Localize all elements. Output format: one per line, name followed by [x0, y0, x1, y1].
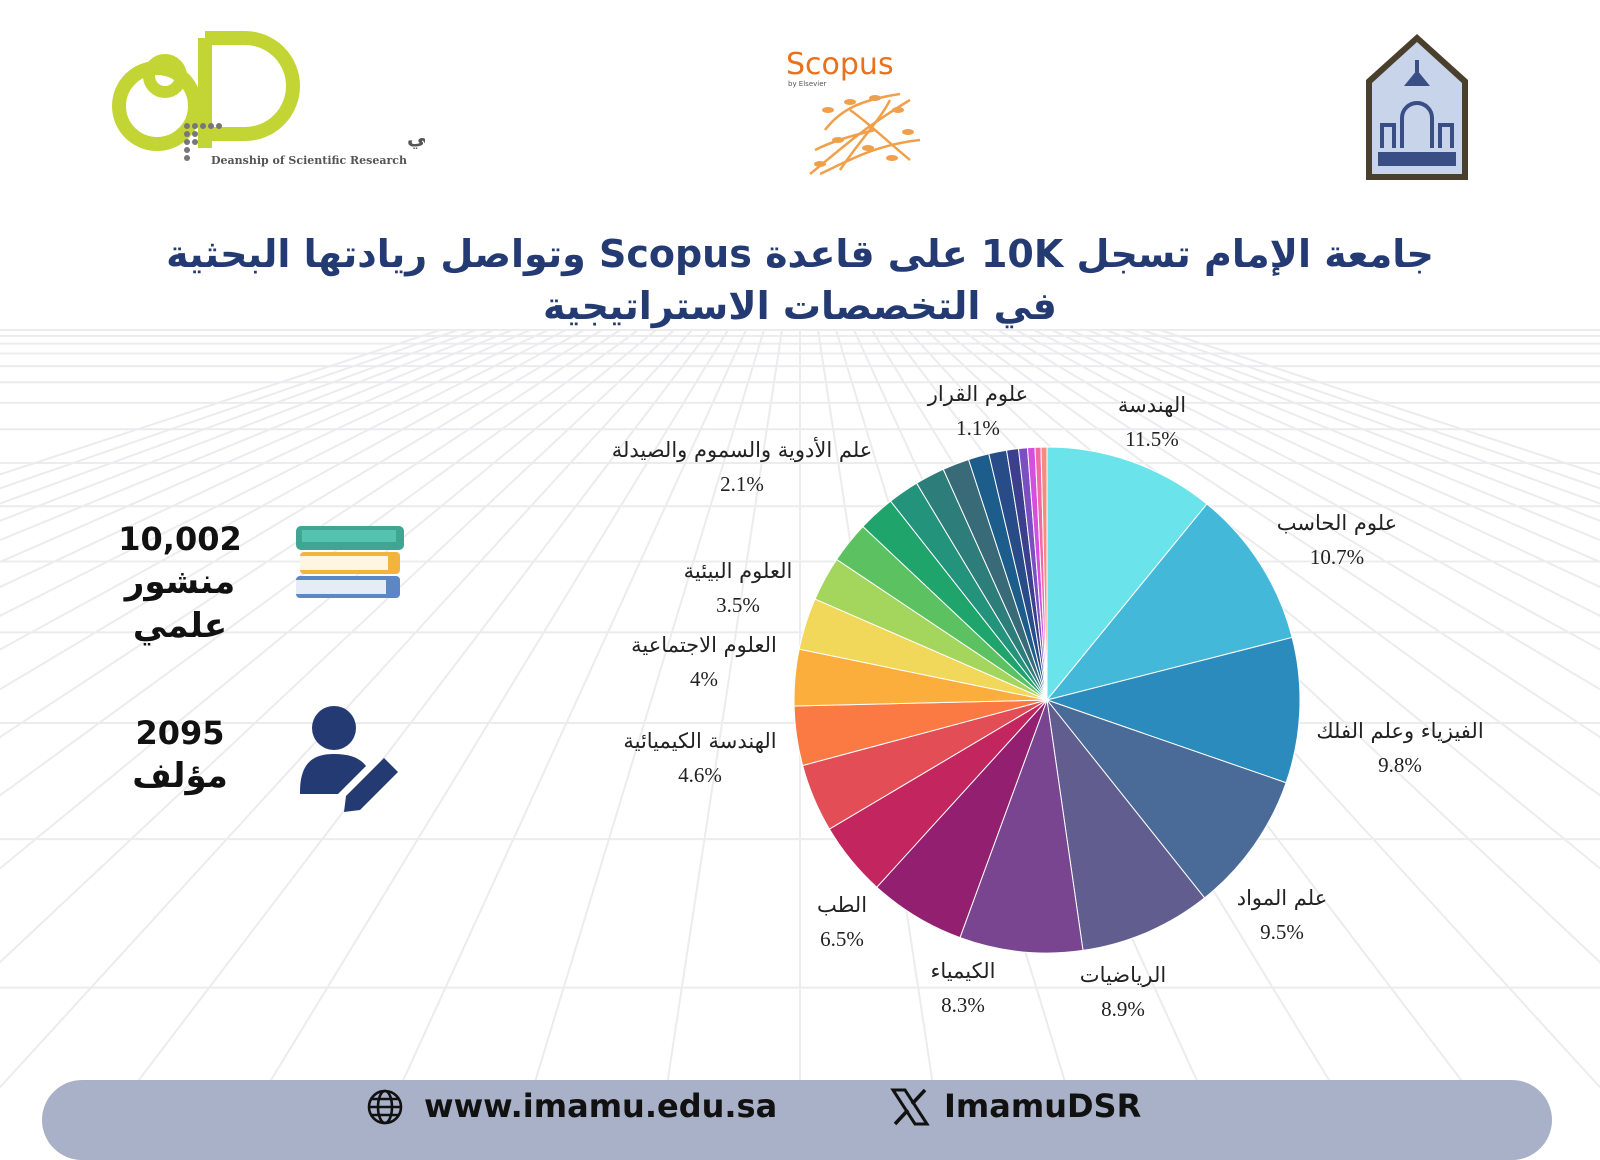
scopus-logo-sub: by Elsevier [788, 80, 827, 88]
scopus-logo: Scopus by Elsevier [786, 47, 920, 176]
slice-percent-label: 2.1% [720, 472, 764, 496]
slice-label: العلوم الاجتماعية [631, 633, 777, 658]
x-logo-icon [890, 1088, 930, 1126]
books-icon [296, 526, 404, 598]
slice-percent-label: 3.5% [716, 593, 760, 617]
dsr-logo-arabic: عمادة البحث العلمي [407, 125, 425, 150]
author-pen-icon [300, 706, 398, 812]
slice-label: علم الأدوية والسموم والصيدلة [612, 436, 873, 463]
publications-value: 10,002 [118, 520, 242, 558]
pie-slice [959, 699, 1084, 954]
pie-chart: الهندسة 11.5% علوم الحاسب 10.7% الفيزياء وعل… [612, 382, 1484, 1021]
website-link[interactable]: www.imamu.edu.sa [424, 1087, 778, 1125]
imam-university-emblem-icon [1366, 34, 1468, 180]
pie-slice [1045, 636, 1301, 784]
pie-slice [1045, 503, 1293, 701]
authors-value: 2095 [135, 714, 225, 752]
dsr-logo: عمادة البحث العلمي Deanship of Scientifi… [112, 31, 425, 167]
slice-label: العلوم البيئية [684, 559, 793, 584]
authors-stat: 2095 مؤلف [80, 712, 280, 798]
globe-icon [367, 1089, 403, 1125]
slice-percent-label: 9.8% [1378, 753, 1422, 777]
pie-slices [793, 446, 1301, 954]
page-title-line2: في التخصصات الاستراتيجية [543, 284, 1057, 328]
x-handle-link[interactable]: ImamuDSR [944, 1087, 1142, 1125]
slice-percent-label: 4.6% [678, 763, 722, 787]
pie-slice [1046, 698, 1206, 951]
slice-percent-label: 11.5% [1125, 427, 1178, 451]
slice-label: الطب [817, 893, 867, 917]
slice-label: علوم الحاسب [1277, 511, 1397, 536]
publications-stat: 10,002 منشور علمي [80, 518, 280, 648]
page-title-line1: جامعة الإمام تسجل 10K على قاعدة Scopus و… [166, 232, 1434, 276]
slice-percent-label: 9.5% [1260, 920, 1304, 944]
slice-percent-label: 8.9% [1101, 997, 1145, 1021]
slice-percent-label: 1.1% [956, 416, 1000, 440]
slice-label: علم المواد [1237, 886, 1328, 911]
slice-label: الفيزياء وعلم الفلك [1316, 719, 1483, 744]
slice-percent-label: 10.7% [1310, 545, 1364, 569]
page-title: جامعة الإمام تسجل 10K على قاعدة Scopus و… [160, 228, 1440, 332]
publications-label: منشور علمي [124, 562, 236, 646]
slice-label: الكيمياء [931, 959, 996, 983]
scopus-logo-name: Scopus [786, 47, 894, 82]
slice-label: الهندسة [1118, 393, 1186, 418]
slice-label: علوم القرار [927, 382, 1028, 407]
slice-label: الهندسة الكيميائية [623, 729, 776, 754]
slice-percent-label: 4% [690, 667, 718, 691]
pie-slice [1045, 698, 1287, 899]
authors-label: مؤلف [132, 756, 228, 796]
pie-slice [1040, 446, 1048, 701]
slice-percent-label: 8.3% [941, 993, 985, 1017]
pie-slice [1046, 446, 1208, 702]
pie-labels: الهندسة 11.5% علوم الحاسب 10.7% الفيزياء وعل… [612, 382, 1484, 1021]
slice-label: الرياضيات [1080, 963, 1166, 988]
slice-percent-label: 6.5% [820, 927, 864, 951]
dsr-logo-english: Deanship of Scientific Research [211, 154, 407, 167]
footer-bar [42, 1080, 1552, 1160]
